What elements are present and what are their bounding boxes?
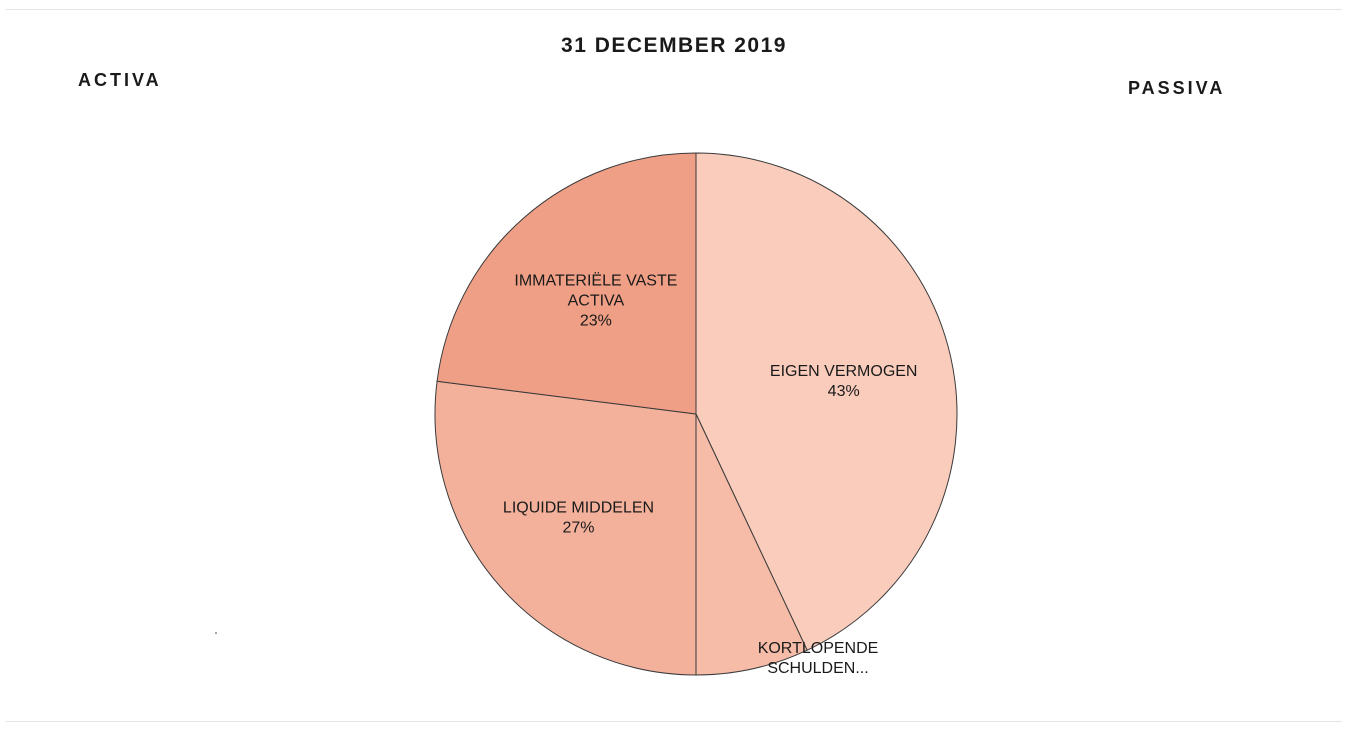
activa-label: ACTIVA bbox=[78, 70, 162, 90]
slice-label-1-line-1: SCHULDEN... bbox=[767, 660, 868, 677]
slice-label-0-line-1: 43% bbox=[828, 383, 860, 400]
slice-label-1-line-0: KORTLOPENDE bbox=[758, 640, 879, 657]
pie-slice-liquide-middelen bbox=[434, 380, 697, 676]
slice-label-3-line-0: IMMATERIËLE VASTE bbox=[514, 271, 677, 289]
pie-slice-immateri-le-vaste-activa bbox=[436, 152, 697, 415]
chart-frame bbox=[6, 9, 1342, 722]
slice-label-3-line-2: 23% bbox=[580, 312, 612, 329]
pie-slice-eigen-vermogen bbox=[695, 152, 958, 651]
slice-label-2-line-1: 27% bbox=[562, 520, 594, 537]
chart-title: 31 DECEMBER 2019 bbox=[561, 34, 787, 57]
stray-dot bbox=[215, 632, 217, 634]
pie-slice-kortlopende-schulden bbox=[695, 413, 808, 676]
slice-label-2-line-0: LIQUIDE MIDDELEN bbox=[503, 500, 654, 517]
passiva-label: PASSIVA bbox=[1128, 78, 1226, 98]
slice-label-3-line-1: ACTIVA bbox=[568, 292, 625, 309]
slice-label-0-line-0: EIGEN VERMOGEN bbox=[770, 363, 918, 380]
